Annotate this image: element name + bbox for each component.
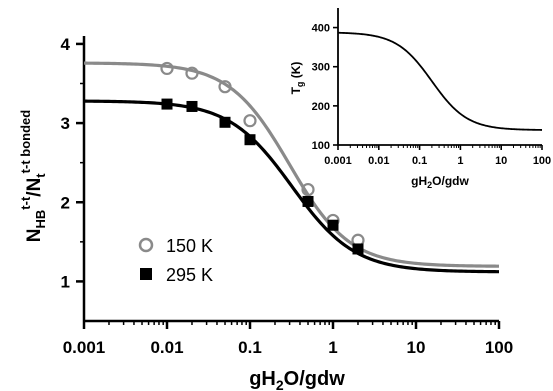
- data-point-150k: [185, 66, 199, 80]
- inset-x-tick-label: 0.1: [412, 155, 427, 167]
- inset-x-ticks: 0.001 0.01 0.1 1 10 100: [324, 145, 551, 167]
- inset-x-tick-label: 1: [457, 155, 463, 167]
- main-y-tick-label: 2: [61, 193, 70, 212]
- main-y-tick-label: 1: [61, 272, 70, 291]
- data-point-295k: [161, 98, 173, 110]
- main-x-tick-label: 10: [407, 338, 426, 357]
- data-point-295k: [327, 219, 339, 231]
- fit-curve-295k: [83, 99, 500, 274]
- inset-y-tick-label: 200: [312, 101, 330, 113]
- main-data-points: [160, 61, 365, 255]
- inset-tg-curve: [337, 31, 543, 131]
- main-fit-curves: [83, 61, 500, 274]
- main-x-tick-label: 0.001: [63, 338, 106, 357]
- main-y-ticks: 1 2 3 4: [61, 35, 84, 291]
- data-point-150k: [243, 114, 257, 128]
- data-point-295k: [352, 243, 364, 255]
- data-point-295k: [186, 100, 198, 112]
- main-y-tick-label: 3: [61, 114, 70, 133]
- inset-y-ticks: 100 200 300 400: [312, 23, 338, 152]
- data-point-150k: [218, 80, 232, 94]
- main-y-tick-label: 4: [61, 35, 71, 54]
- inset-y-axis-title: Tg (K): [289, 62, 305, 95]
- data-point-150k: [301, 182, 315, 197]
- legend-label-150k: 150 K: [166, 236, 213, 256]
- main-y-axis-title: NHBt-t/Ntt-t bonded: [18, 110, 48, 242]
- main-x-tick-label: 0.01: [150, 338, 183, 357]
- fit-curve-150k: [83, 61, 500, 268]
- legend: 150 K 295 K: [138, 236, 213, 285]
- legend-marker-295k: [140, 268, 152, 280]
- legend-marker-150k: [138, 237, 154, 253]
- main-x-ticks: 0.001 0.01 0.1 1 10 100: [63, 321, 513, 357]
- main-x-tick-label: 100: [485, 338, 513, 357]
- main-chart: 0.001 0.01 0.1 1 10 100 1 2 3 4 gH2O/gdw NHBt-t/…: [18, 35, 513, 391]
- inset-x-tick-label: 0.01: [368, 155, 389, 167]
- inset-x-axis-title: gH2O/gdw: [411, 174, 469, 190]
- inset-y-tick-label: 400: [312, 23, 330, 35]
- main-x-tick-label: 0.1: [238, 338, 262, 357]
- legend-label-295k: 295 K: [166, 265, 213, 285]
- inset-y-tick-label: 100: [312, 140, 330, 152]
- inset-x-tick-label: 0.001: [324, 155, 352, 167]
- inset-x-tick-label: 100: [533, 155, 551, 167]
- data-point-150k: [160, 61, 174, 76]
- main-x-axis-title: gH2O/gdw: [249, 368, 345, 391]
- data-point-295k: [244, 134, 256, 146]
- data-point-295k: [302, 195, 314, 207]
- main-x-tick-label: 1: [328, 338, 337, 357]
- data-point-295k: [219, 116, 231, 128]
- inset-y-tick-label: 300: [312, 62, 330, 74]
- inset-chart: 0.001 0.01 0.1 1 10 100 100 200 300 400 gH2O/gdw…: [289, 8, 551, 190]
- inset-x-tick-label: 10: [495, 155, 507, 167]
